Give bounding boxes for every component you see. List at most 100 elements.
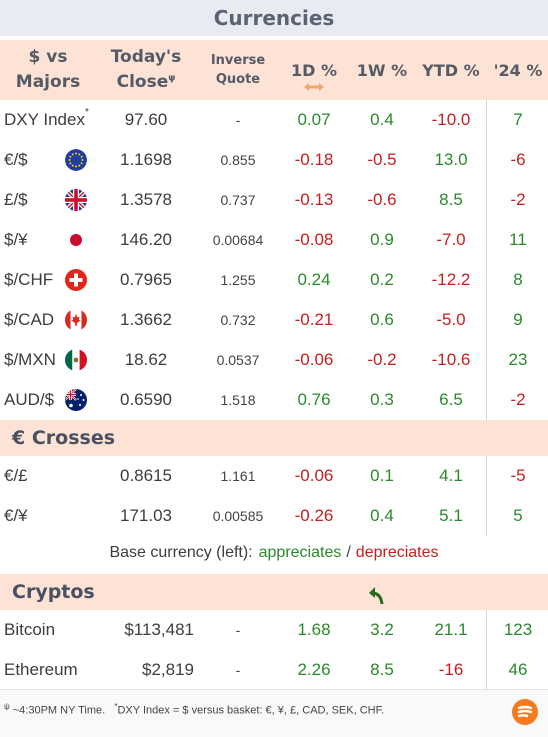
close-value: 1.1698 xyxy=(120,150,172,169)
swap-arrows-icon[interactable] xyxy=(303,82,325,92)
row-name-text: Bitcoin xyxy=(4,620,56,639)
table-row[interactable]: $/CAD 1.3662 0.732 -0.21 0.6 -5.0 9 xyxy=(0,300,548,340)
close-value: 0.7965 xyxy=(120,270,172,289)
crosses-section-header: € Crosses xyxy=(0,420,548,456)
change-1d: 0.07 xyxy=(297,110,331,129)
row-name-text: €/$ xyxy=(4,150,28,169)
change-1w: 0.3 xyxy=(370,390,394,409)
mexico-flag-icon xyxy=(65,349,87,371)
change-1w: -0.5 xyxy=(367,150,397,169)
close-value: 146.20 xyxy=(120,230,172,249)
change-2024: 23 xyxy=(508,350,528,369)
table-row[interactable]: £/$ 1.3578 0.737 -0.13 -0.6 8.5 -2 xyxy=(0,180,548,220)
change-ytd: -10.6 xyxy=(431,350,471,369)
canada-flag-icon xyxy=(65,309,87,331)
inverse-value: 1.518 xyxy=(220,392,256,408)
table-row[interactable]: €/£ 0.8615 1.161 -0.06 0.1 4.1 -5 xyxy=(0,456,548,496)
table-row[interactable]: $/MXN 18.62 0.0537 -0.06 -0.2 -10.6 23 xyxy=(0,340,548,380)
change-ytd: -16 xyxy=(438,660,464,679)
footer-divider xyxy=(0,689,548,690)
header-inverse: Inverse Quote xyxy=(198,40,278,100)
inverse-value: 1.255 xyxy=(220,272,256,288)
header-close-mark: ψ xyxy=(168,73,176,84)
header-1d[interactable]: 1D % xyxy=(282,40,346,100)
table-row[interactable]: Bitcoin $113,481 - 1.68 3.2 21.1 123 xyxy=(0,610,548,650)
change-ytd: -7.0 xyxy=(436,230,466,249)
row-name: Ethereum xyxy=(4,650,78,690)
change-1w: 0.6 xyxy=(370,310,394,329)
change-1w: 3.2 xyxy=(370,620,394,639)
inverse-value: 0.855 xyxy=(220,152,256,168)
table-row[interactable]: €/¥ 171.03 0.00585 -0.26 0.4 5.1 5 xyxy=(0,496,548,536)
change-1d: 0.76 xyxy=(297,390,331,409)
row-name: $/CHF xyxy=(4,260,53,300)
footnote-mark-1: ψ xyxy=(4,702,10,711)
footer: ψ ~4:30PM NY Time. *DXY Index = $ versus… xyxy=(0,690,548,737)
change-1w: 0.2 xyxy=(370,270,394,289)
close-value: $113,481 xyxy=(124,620,194,639)
change-2024: -6 xyxy=(510,150,526,169)
inverse-value: 0.00684 xyxy=(212,232,264,248)
change-1d: -0.18 xyxy=(294,150,334,169)
column-divider xyxy=(486,456,487,536)
header-close-label: Close xyxy=(116,72,169,92)
eu-flag-icon xyxy=(65,149,87,171)
inverse-value: - xyxy=(235,112,241,128)
change-ytd: 6.5 xyxy=(439,390,463,409)
change-1w: 8.5 xyxy=(370,660,394,679)
row-name-text: Ethereum xyxy=(4,660,78,679)
change-1d: 0.24 xyxy=(297,270,331,289)
crosses-title: € Crosses xyxy=(12,427,116,449)
column-divider xyxy=(486,100,487,420)
row-name: $/MXN xyxy=(4,340,56,380)
color-legend: Base currency (left): appreciates / depr… xyxy=(0,536,548,570)
legend-depreciates: depreciates xyxy=(355,544,439,561)
header-2024[interactable]: '24 % xyxy=(490,40,546,100)
header-1w[interactable]: 1W % xyxy=(350,40,414,100)
curved-arrow-icon xyxy=(369,587,384,605)
row-name: £/$ xyxy=(4,180,28,220)
header-ytd[interactable]: YTD % xyxy=(416,40,486,100)
footnote-text-2: DXY Index = $ versus basket: €, ¥, £, CA… xyxy=(117,704,385,717)
row-name-text: €/£ xyxy=(4,466,28,485)
brand-logo-icon[interactable] xyxy=(512,699,538,725)
close-value: 0.8615 xyxy=(120,466,172,485)
row-name: €/¥ xyxy=(4,496,28,536)
row-name: $/CAD xyxy=(4,300,54,340)
legend-prefix: Base currency (left): xyxy=(109,544,253,561)
row-name-mark: * xyxy=(84,107,89,118)
change-ytd: 8.5 xyxy=(439,190,463,209)
row-name: €/$ xyxy=(4,140,28,180)
change-1d: 2.26 xyxy=(297,660,331,679)
change-1w: 0.1 xyxy=(370,466,394,485)
change-1d: -0.06 xyxy=(294,350,334,369)
table-row[interactable]: DXY Index * 97.60 - 0.07 0.4 -10.0 7 xyxy=(0,100,548,140)
close-value: 97.60 xyxy=(124,110,168,129)
close-value: $2,819 xyxy=(142,660,194,679)
table-row[interactable]: Ethereum $2,819 - 2.26 8.5 -16 46 xyxy=(0,650,548,690)
change-ytd: 5.1 xyxy=(439,506,463,525)
table-header: $ vs Majors Today's Closeψ Inverse Quote… xyxy=(0,40,548,100)
change-ytd: 21.1 xyxy=(434,620,468,639)
column-divider xyxy=(486,610,487,689)
row-name-text: $/¥ xyxy=(4,230,28,249)
row-name-text: €/¥ xyxy=(4,506,28,525)
table-row[interactable]: €/$ 1.1698 0.855 -0.18 -0.5 13.0 -6 xyxy=(0,140,548,180)
inverse-value: - xyxy=(235,662,241,678)
footnote-mark-2: * xyxy=(114,702,118,711)
table-row[interactable]: $/¥ 146.20 0.00684 -0.08 0.9 -7.0 11 xyxy=(0,220,548,260)
change-ytd: -12.2 xyxy=(431,270,471,289)
header-close: Today's Closeψ xyxy=(106,40,186,100)
row-name-text: $/MXN xyxy=(4,350,56,369)
change-2024: -5 xyxy=(510,466,526,485)
table-row[interactable]: AUD/$ 0.6590 1.518 0.76 0.3 6.5 -2 xyxy=(0,380,548,420)
row-name: $/¥ xyxy=(4,220,28,260)
row-name-text: $/CAD xyxy=(4,310,55,329)
row-name: AUD/$ xyxy=(4,380,54,420)
close-value: 0.6590 xyxy=(120,390,172,409)
cryptos-section-header: Cryptos xyxy=(0,574,548,610)
footnote: ψ ~4:30PM NY Time. *DXY Index = $ versus… xyxy=(4,702,384,717)
table-row[interactable]: $/CHF 0.7965 1.255 0.24 0.2 -12.2 8 xyxy=(0,260,548,300)
title-bar: Currencies xyxy=(0,0,548,36)
change-2024: 123 xyxy=(503,620,533,639)
